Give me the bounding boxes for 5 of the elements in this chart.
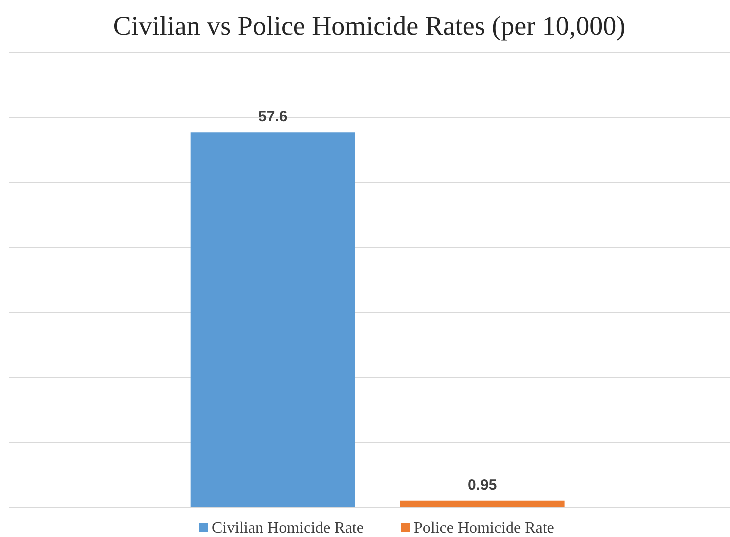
data-label: 57.6 — [258, 108, 288, 126]
chart-title: Civilian vs Police Homicide Rates (per 10,000) — [113, 11, 626, 41]
legend-label: Police Homicide Rate — [414, 520, 554, 537]
data-label: 0.95 — [468, 476, 498, 494]
legend-label: Civilian Homicide Rate — [212, 520, 364, 537]
